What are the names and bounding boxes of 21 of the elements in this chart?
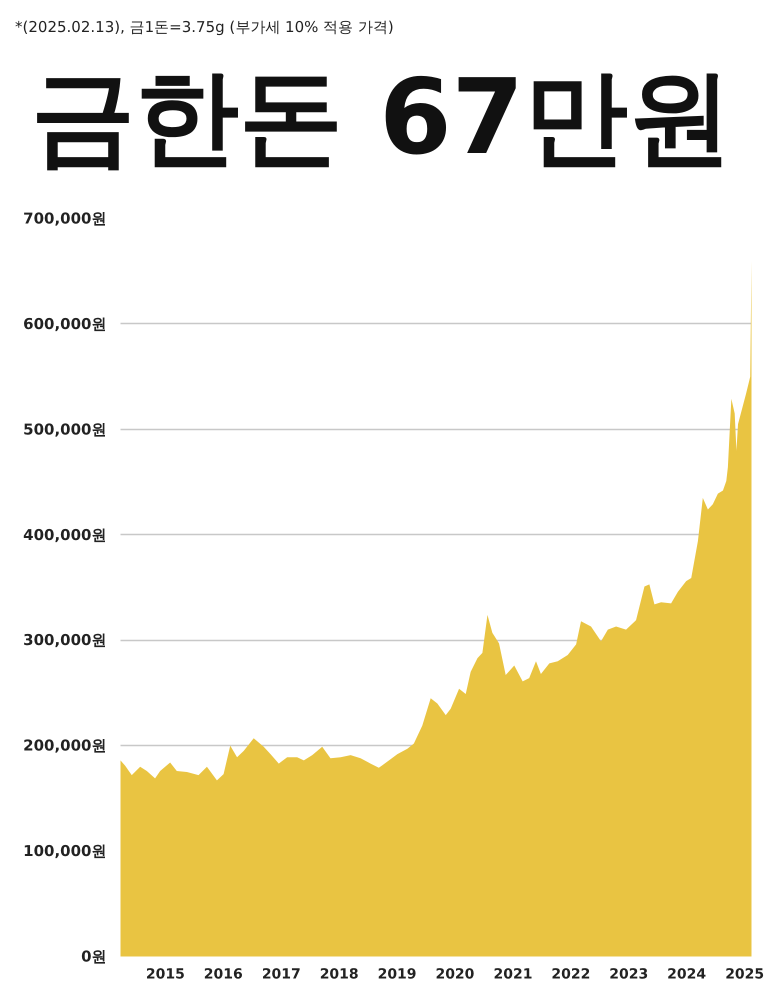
chart-title: 금한돈 67만원 [31, 56, 732, 178]
x-tick-label: 2022 [551, 966, 590, 982]
y-tick-label: 300,000원 [23, 631, 107, 650]
x-tick-label: 2023 [609, 966, 648, 982]
x-tick-label: 2018 [320, 966, 359, 982]
x-tick-label: 2025 [725, 966, 764, 982]
y-tick-label: 400,000원 [23, 526, 107, 544]
y-tick-label: 500,000원 [23, 420, 107, 438]
x-tick-label: 2016 [204, 966, 243, 982]
x-tick-label: 2015 [146, 966, 185, 982]
y-tick-label: 600,000원 [23, 314, 107, 333]
y-tick-label: 700,000원 [23, 210, 107, 228]
y-tick-label: 0원 [81, 948, 106, 966]
text: *(2025.02.13), 금1돈=3.75g (부가세 10% 적용 가격) [15, 17, 394, 38]
y-tick-label: 200,000원 [23, 736, 107, 755]
x-tick-label: 2021 [494, 966, 532, 982]
x-tick-label: 2024 [667, 966, 706, 982]
y-tick-label: 100,000원 [23, 842, 107, 860]
x-tick-label: 2019 [378, 966, 417, 982]
x-tick-label: 2017 [262, 966, 301, 982]
x-tick-label: 2020 [435, 966, 475, 982]
